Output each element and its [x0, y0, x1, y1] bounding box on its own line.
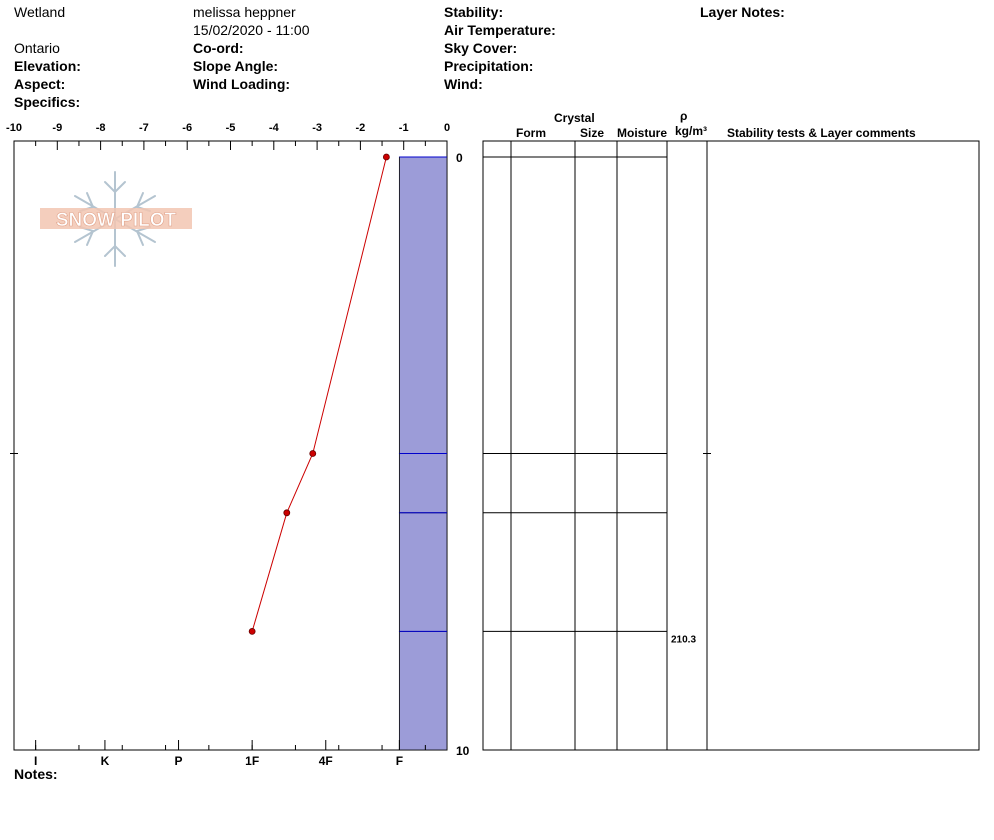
- plot-frame: [13, 140, 448, 751]
- hardness-bar-3: [398, 631, 448, 751]
- temperature-profile-line: [251, 156, 387, 632]
- hardness-bar-0: [398, 156, 448, 454]
- logo-text: SNOW PILOT: [56, 210, 177, 231]
- hardness-label: 4F: [319, 754, 333, 768]
- wind-label: Wind:: [444, 76, 483, 92]
- region-name: Ontario: [14, 40, 60, 56]
- temperature-point: [309, 450, 317, 457]
- logo-banner: [40, 208, 192, 229]
- density-value: 210.3: [671, 634, 696, 645]
- elevation-label: Elevation:: [14, 58, 81, 74]
- moisture-header: Moisture: [617, 126, 668, 140]
- temperature-point: [382, 153, 390, 161]
- temp-tick-label: -3: [312, 122, 322, 134]
- notes-label: Notes:: [14, 766, 58, 782]
- location-name: Wetland: [14, 4, 66, 20]
- observer-name: melissa heppner: [193, 4, 296, 20]
- precipitation-label: Precipitation:: [444, 58, 534, 74]
- temp-tick-label: -6: [182, 122, 192, 134]
- stability-label: Stability:: [444, 4, 504, 20]
- temp-tick-label: 0: [444, 122, 450, 134]
- temp-tick-label: -2: [356, 122, 366, 134]
- temperature-point: [248, 628, 256, 635]
- temp-tick-label: -4: [269, 122, 280, 134]
- layer-table: [482, 140, 980, 751]
- temperature-point: [283, 509, 291, 517]
- aspect-label: Aspect:: [14, 76, 66, 92]
- crystal-header: Crystal: [554, 111, 595, 125]
- hardness-label: P: [175, 754, 183, 768]
- hardness-label: F: [396, 754, 403, 768]
- form-header: Form: [516, 126, 546, 140]
- density-unit-header: kg/m³: [675, 124, 708, 138]
- hardness-label: 1F: [245, 754, 259, 768]
- hardness-bar-1: [398, 453, 448, 514]
- temp-tick-label: -7: [139, 122, 149, 134]
- depth-tick-label: 0: [456, 151, 463, 165]
- rho-header: ρ: [680, 109, 688, 123]
- hardness-label: I: [34, 754, 37, 768]
- coord-label: Co-ord:: [193, 40, 244, 56]
- temp-tick-label: -9: [52, 122, 62, 134]
- wind-loading-label: Wind Loading:: [193, 76, 291, 92]
- temp-tick-label: -10: [6, 122, 22, 134]
- observation-datetime: 15/02/2020 - 11:00: [193, 22, 310, 38]
- comments-header: Stability tests & Layer comments: [727, 126, 916, 140]
- temp-tick-label: -5: [226, 122, 236, 134]
- temp-tick-label: -8: [96, 122, 106, 134]
- sky-cover-label: Sky Cover:: [444, 40, 518, 56]
- size-header: Size: [580, 126, 605, 140]
- temp-tick-label: -1: [399, 122, 409, 134]
- air-temperature-label: Air Temperature:: [444, 22, 556, 38]
- hardness-label: K: [101, 754, 110, 768]
- hardness-bar-2: [398, 512, 448, 632]
- specifics-label: Specifics:: [14, 94, 81, 110]
- layer-notes-label: Layer Notes:: [700, 4, 785, 20]
- slope-angle-label: Slope Angle:: [193, 58, 279, 74]
- depth-tick-label: 10: [456, 744, 470, 758]
